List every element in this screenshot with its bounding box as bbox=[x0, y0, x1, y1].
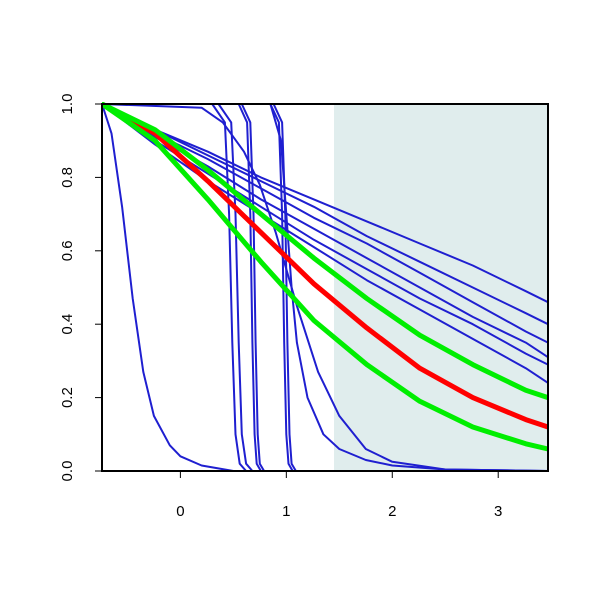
y-tick-label: 1.0 bbox=[59, 94, 76, 115]
y-tick-label: 0.2 bbox=[59, 387, 76, 408]
line-series bbox=[102, 103, 549, 472]
y-tick-label: 0.6 bbox=[59, 240, 76, 261]
line-series bbox=[102, 103, 549, 326]
line-series bbox=[102, 103, 549, 472]
x-tick-label: 2 bbox=[388, 503, 396, 520]
line-series bbox=[102, 103, 549, 384]
x-tick-label: 1 bbox=[282, 503, 290, 520]
line-series bbox=[102, 102, 549, 401]
line-series bbox=[102, 102, 549, 452]
line-series bbox=[102, 103, 549, 472]
line-series bbox=[102, 103, 549, 472]
line-series bbox=[102, 103, 549, 472]
plot-area bbox=[102, 102, 549, 472]
axes: 0 1 2 3 0.0 0.2 0.4 0.6 0.8 1.0 bbox=[59, 94, 549, 520]
line-series bbox=[102, 103, 549, 344]
y-tick-label: 0.8 bbox=[59, 167, 76, 188]
line-series bbox=[102, 103, 549, 472]
y-tick-label: 0.4 bbox=[59, 314, 76, 335]
x-tick-label: 0 bbox=[176, 503, 184, 520]
plot-frame bbox=[101, 103, 549, 472]
x-tick-label: 3 bbox=[494, 503, 502, 520]
y-tick-label: 0.0 bbox=[59, 461, 76, 482]
line-series bbox=[102, 103, 549, 472]
line-series bbox=[102, 103, 549, 472]
line-series bbox=[102, 102, 549, 430]
line-series bbox=[102, 103, 549, 304]
line-series bbox=[102, 103, 549, 472]
